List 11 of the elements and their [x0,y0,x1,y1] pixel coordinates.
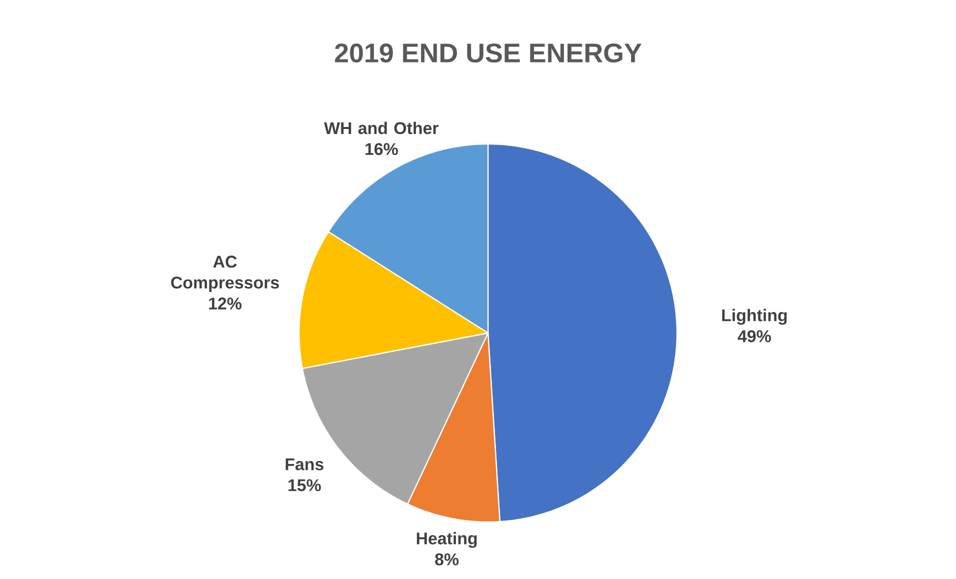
data-label: 15% [288,479,321,492]
data-label: 12% [209,298,242,310]
slice-label: Lighting [722,308,787,325]
slice-label: AC Compressors [171,256,279,292]
data-label: 8% [435,553,459,566]
data-label: 49% [738,330,771,342]
slice-label: WH and Other [324,122,439,134]
chart-title: 2019 END USE ENERGY [334,43,642,63]
data-label: 16% [366,143,398,156]
slice-label: Fans [286,458,324,470]
slice-label: Heating [416,532,477,548]
